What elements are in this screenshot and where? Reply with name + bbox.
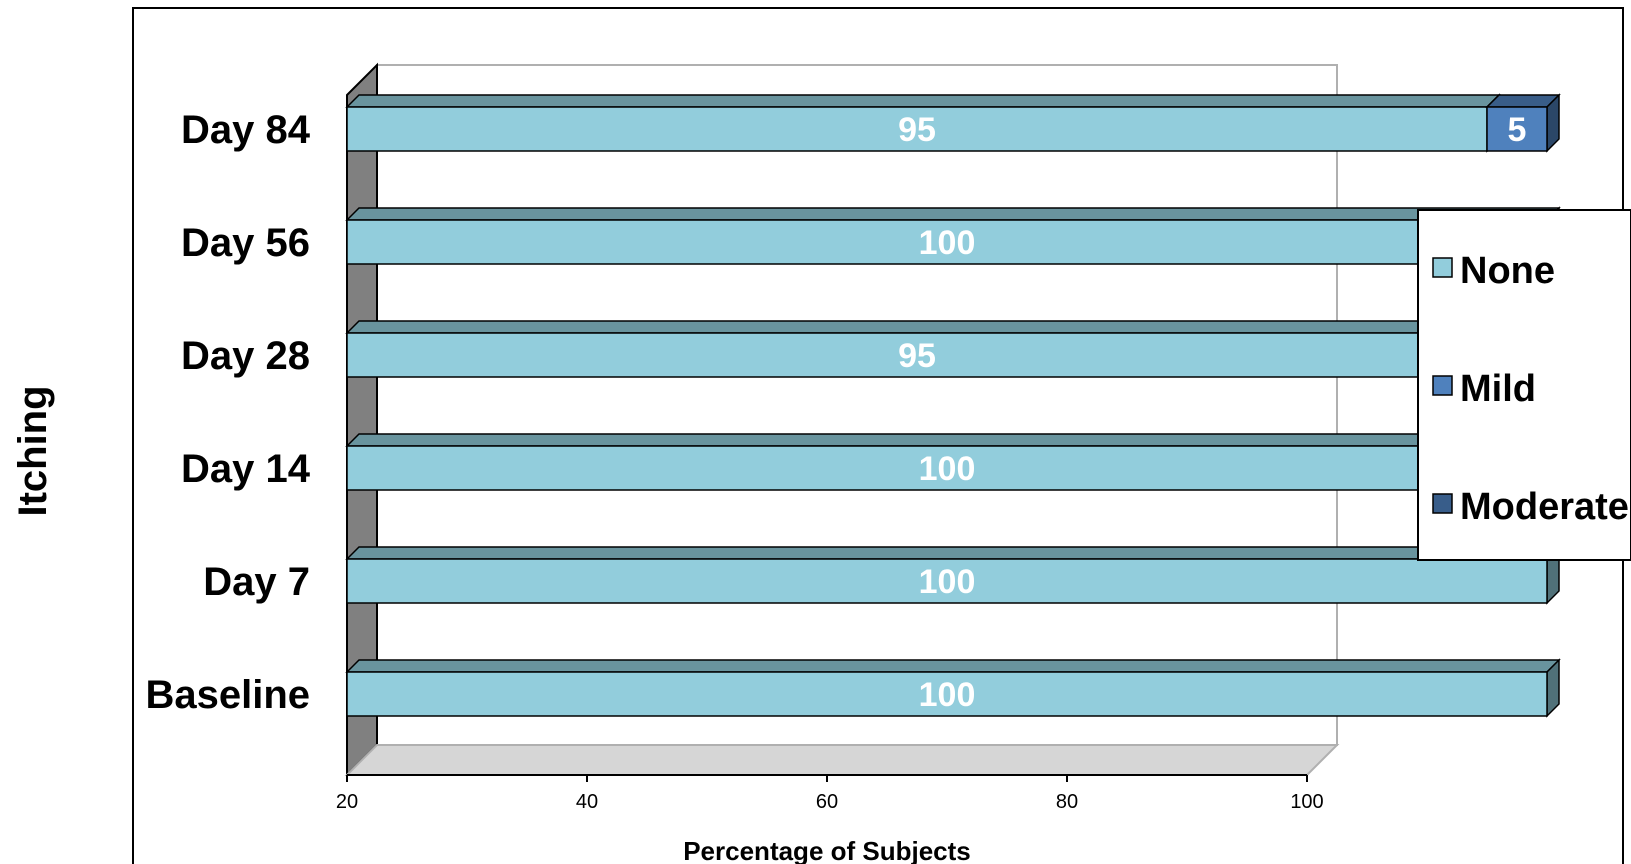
legend-label-none: None <box>1460 250 1555 292</box>
x-tick-label-60: 60 <box>816 791 838 813</box>
bar-front-face <box>346 332 1488 378</box>
bars-layer <box>345 93 1561 718</box>
legend-label-mild: Mild <box>1460 368 1536 410</box>
legend-label-moderate: Moderate <box>1460 486 1629 528</box>
legend-swatch-none <box>1432 257 1453 278</box>
bar-top-face <box>345 546 1561 560</box>
x-tick-label-80: 80 <box>1056 791 1078 813</box>
data-label-day-84-none: 95 <box>898 111 936 149</box>
bar-top-face <box>345 320 1501 334</box>
category-label-day-84: Day 84 <box>181 108 311 152</box>
data-label-baseline-none: 100 <box>919 676 976 714</box>
x-axis-title: Percentage of Subjects <box>683 836 971 864</box>
x-tick-label-100: 100 <box>1290 791 1323 813</box>
plot-floor <box>344 744 1340 776</box>
legend: None Mild Moderate <box>1417 209 1631 561</box>
x-axis-ticks: 20 40 60 80 100 <box>336 775 1324 813</box>
x-tick-label-40: 40 <box>576 791 598 813</box>
category-label-baseline: Baseline <box>145 673 310 717</box>
data-labels-layer: 100100100955100955 <box>898 111 1526 714</box>
category-label-day-7: Day 7 <box>203 560 310 604</box>
data-label-day-14-none: 100 <box>919 450 976 488</box>
category-label-day-56: Day 56 <box>181 221 310 265</box>
bar-top-face <box>345 94 1501 108</box>
bar-day-7-none <box>345 545 1561 605</box>
bar-front-face <box>346 219 1548 265</box>
bar-baseline-none <box>345 658 1561 718</box>
plot-back-wall <box>376 64 1338 746</box>
bar-top-face <box>345 433 1561 447</box>
category-label-day-14: Day 14 <box>181 447 311 491</box>
x-tick-label-20: 20 <box>336 791 358 813</box>
y-axis-title: Itching <box>11 385 55 516</box>
bar-day-56-none <box>345 206 1561 266</box>
bar-front-face <box>1486 106 1548 152</box>
legend-box <box>1417 209 1631 561</box>
bar-day-84-mild <box>1485 93 1561 153</box>
data-label-day-56-none: 100 <box>919 224 976 262</box>
data-label-day-7-none: 100 <box>919 563 976 601</box>
category-labels: Baseline Day 7 Day 14 Day 28 Day 56 Day 84 <box>145 108 310 717</box>
legend-swatch-moderate <box>1432 493 1453 514</box>
bar-front-face <box>346 671 1548 717</box>
data-label-day-84-mild: 5 <box>1508 111 1527 149</box>
category-label-day-28: Day 28 <box>181 334 310 378</box>
bar-front-face <box>346 106 1488 152</box>
bar-top-face <box>345 659 1561 673</box>
bar-day-14-none <box>345 432 1561 492</box>
legend-swatch-mild <box>1432 375 1453 396</box>
bar-top-face <box>345 207 1561 221</box>
bar-day-84-none <box>345 93 1501 153</box>
data-label-day-28-none: 95 <box>898 337 936 375</box>
bar-front-face <box>346 558 1548 604</box>
